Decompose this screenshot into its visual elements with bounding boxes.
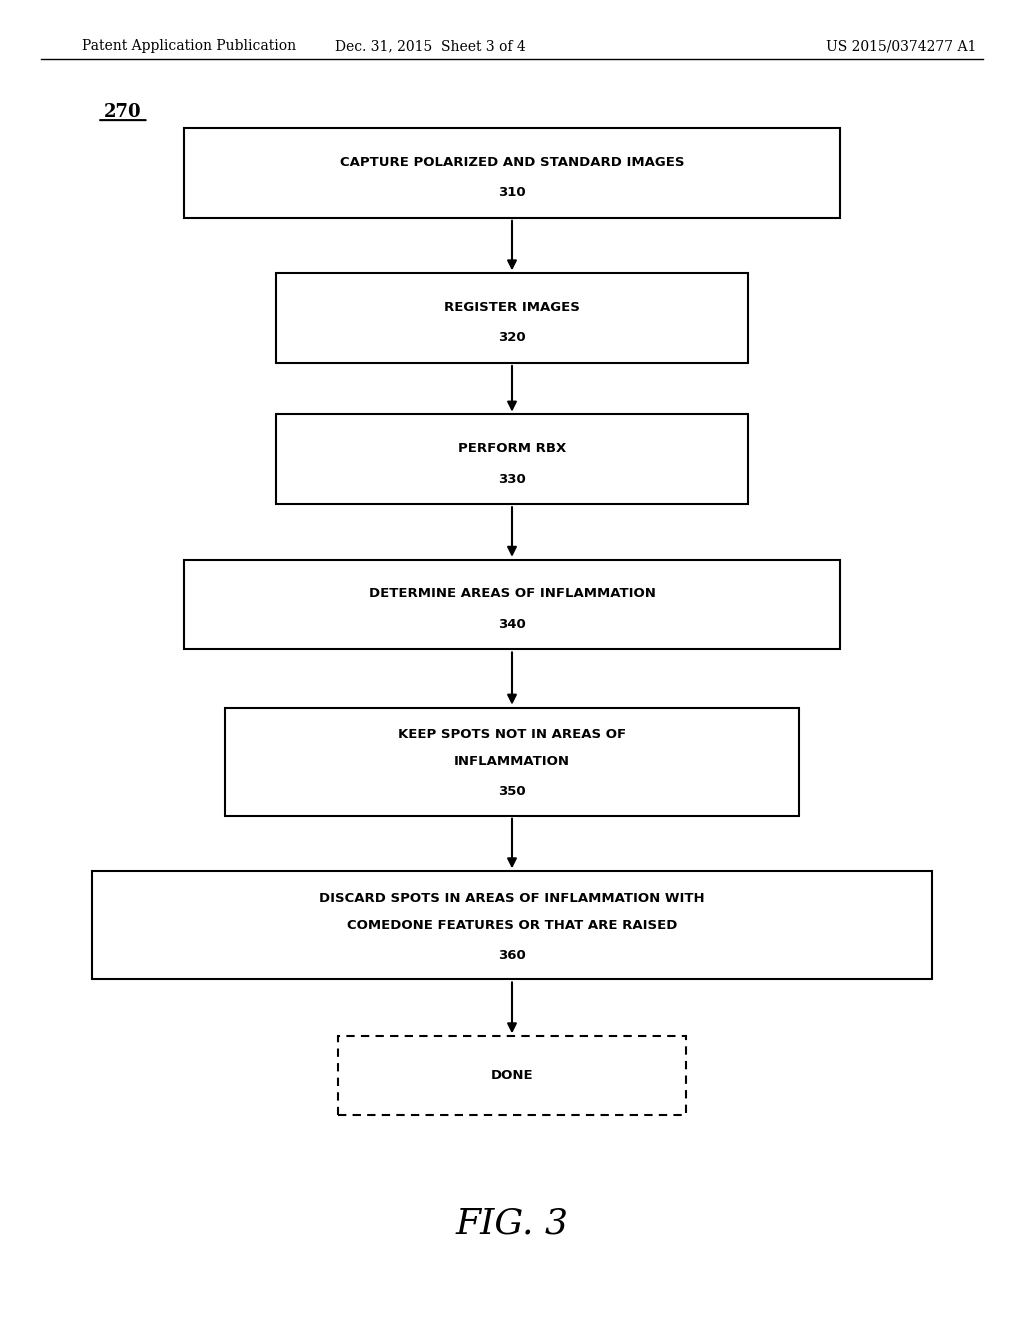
FancyBboxPatch shape — [184, 560, 840, 649]
Text: CAPTURE POLARIZED AND STANDARD IMAGES: CAPTURE POLARIZED AND STANDARD IMAGES — [340, 156, 684, 169]
FancyBboxPatch shape — [338, 1036, 686, 1115]
Text: FIG. 3: FIG. 3 — [456, 1206, 568, 1241]
Text: DETERMINE AREAS OF INFLAMMATION: DETERMINE AREAS OF INFLAMMATION — [369, 587, 655, 601]
FancyBboxPatch shape — [92, 871, 932, 979]
Text: DONE: DONE — [490, 1069, 534, 1082]
Text: KEEP SPOTS NOT IN AREAS OF: KEEP SPOTS NOT IN AREAS OF — [398, 729, 626, 741]
Text: DISCARD SPOTS IN AREAS OF INFLAMMATION WITH: DISCARD SPOTS IN AREAS OF INFLAMMATION W… — [319, 892, 705, 904]
Text: REGISTER IMAGES: REGISTER IMAGES — [444, 301, 580, 314]
Text: Patent Application Publication: Patent Application Publication — [82, 40, 296, 53]
FancyBboxPatch shape — [276, 273, 748, 363]
FancyBboxPatch shape — [276, 414, 748, 504]
Text: INFLAMMATION: INFLAMMATION — [454, 755, 570, 768]
Text: 350: 350 — [499, 785, 525, 799]
Text: 270: 270 — [104, 103, 141, 121]
Text: 340: 340 — [498, 618, 526, 631]
Text: 320: 320 — [499, 331, 525, 345]
FancyBboxPatch shape — [184, 128, 840, 218]
Text: Dec. 31, 2015  Sheet 3 of 4: Dec. 31, 2015 Sheet 3 of 4 — [335, 40, 525, 53]
Text: 360: 360 — [498, 949, 526, 962]
Text: COMEDONE FEATURES OR THAT ARE RAISED: COMEDONE FEATURES OR THAT ARE RAISED — [347, 919, 677, 932]
FancyBboxPatch shape — [225, 708, 799, 816]
Text: PERFORM RBX: PERFORM RBX — [458, 442, 566, 455]
Text: 310: 310 — [499, 186, 525, 199]
Text: US 2015/0374277 A1: US 2015/0374277 A1 — [826, 40, 976, 53]
Text: 330: 330 — [498, 473, 526, 486]
